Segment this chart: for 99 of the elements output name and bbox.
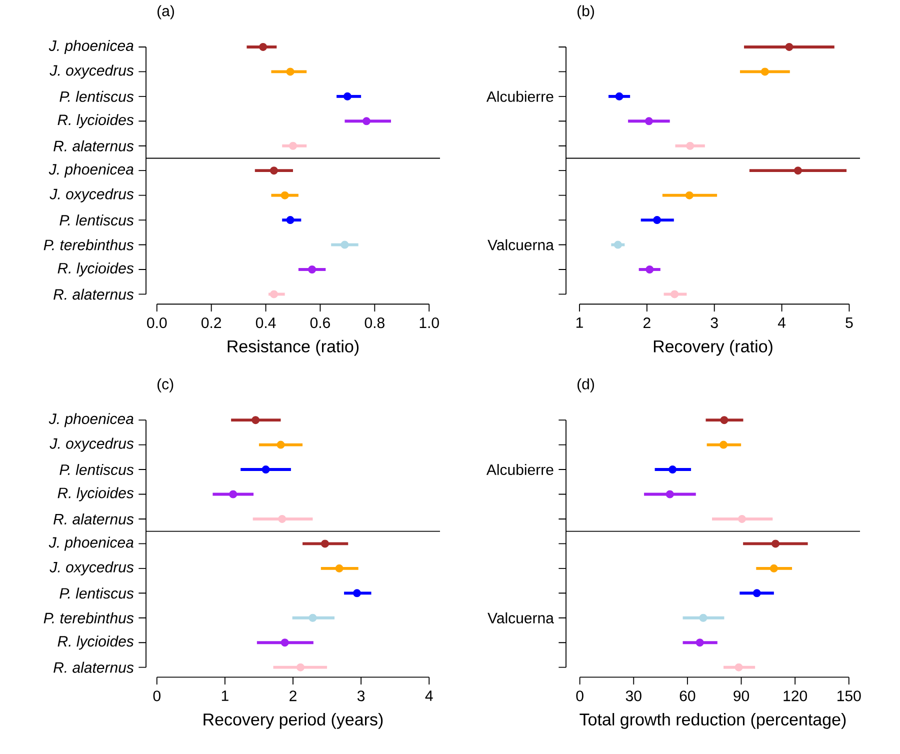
point	[615, 92, 624, 100]
point	[343, 92, 352, 100]
point	[772, 540, 780, 548]
x-tick-label: 1.0	[420, 317, 439, 328]
point	[720, 416, 728, 424]
point	[734, 663, 743, 672]
y-tick-label: J. oxycedrus	[50, 64, 134, 79]
x-tick-label: 2	[644, 317, 650, 328]
x-tick-label: 0	[576, 690, 584, 702]
y-tick-label: R. lycioides	[58, 636, 134, 650]
y-tick-label: Valcuerna	[488, 239, 554, 250]
point	[340, 240, 349, 249]
point	[280, 191, 289, 200]
point	[752, 589, 761, 598]
x-tick-label: 0.0	[147, 317, 167, 328]
chart-title: (a)	[158, 5, 174, 20]
point	[794, 166, 802, 175]
y-tick-label: R. lycioides	[58, 262, 134, 276]
x-tick-label: 0.6	[310, 317, 330, 328]
x-tick-label: 0.8	[364, 317, 384, 328]
point	[229, 490, 238, 498]
x-tick-label: 30	[626, 690, 642, 702]
point	[738, 514, 746, 523]
y-tick-label: R. lycioides	[58, 487, 134, 502]
y-tick-label: J. oxycedrus	[50, 438, 134, 452]
y-tick-label: P. lentiscus	[60, 90, 134, 102]
y-tick-label: P. terebinthus	[44, 612, 134, 624]
chart-title: (b)	[578, 5, 594, 20]
point	[289, 142, 298, 150]
y-tick-label: R. alaternus	[54, 513, 134, 524]
y-tick-label: J. phoenicea	[48, 40, 134, 54]
point	[276, 440, 285, 449]
point	[614, 240, 622, 249]
point	[286, 216, 294, 224]
y-tick-label: R. alaternus	[54, 288, 134, 300]
y-tick-label: J. phoenicea	[48, 164, 134, 178]
y-tick-label: R. alaternus	[54, 662, 134, 673]
point	[308, 265, 316, 274]
x-tick-label: 3	[357, 690, 365, 702]
x-axis-title: Resistance (ratio)	[228, 340, 359, 356]
x-tick-label: 2	[290, 690, 296, 702]
point	[320, 540, 329, 548]
x-tick-label: 0	[153, 690, 160, 702]
chart-title: (c)	[158, 378, 174, 392]
x-axis-title: Recovery period (years)	[204, 713, 383, 729]
point	[668, 466, 677, 474]
y-tick-label: Valcuerna	[488, 612, 554, 624]
y-tick-label: R. alaternus	[54, 140, 134, 152]
point	[666, 490, 674, 498]
x-axis-title: Total growth reduction (percentage)	[580, 713, 846, 729]
x-tick-label: 4	[778, 318, 786, 328]
x-tick-label: 5	[846, 318, 853, 328]
x-tick-label: 0.2	[201, 317, 222, 328]
x-tick-label: 4	[425, 690, 433, 701]
point	[770, 564, 778, 572]
point	[252, 416, 260, 424]
point	[308, 614, 317, 622]
y-tick-label: P. lentiscus	[60, 464, 134, 476]
point	[719, 440, 728, 449]
y-tick-label: Alcubierre	[486, 90, 554, 102]
y-tick-label: P. lentiscus	[60, 588, 134, 599]
point	[685, 191, 694, 200]
x-tick-label: 60	[680, 690, 696, 702]
point	[686, 142, 694, 150]
y-tick-label: J. oxycedrus	[50, 561, 134, 576]
x-tick-label: 150	[838, 690, 861, 702]
point	[335, 564, 344, 572]
point	[296, 663, 304, 672]
point	[362, 117, 371, 126]
point	[352, 589, 361, 598]
point	[653, 216, 662, 224]
point	[785, 42, 794, 51]
chart-title: (d)	[578, 378, 594, 392]
point	[262, 466, 270, 474]
x-tick-label: 1	[222, 690, 228, 701]
x-tick-label: 1	[576, 318, 583, 328]
point	[280, 638, 289, 647]
x-tick-label: 120	[784, 690, 807, 702]
point	[670, 290, 679, 298]
point	[760, 68, 769, 76]
point	[270, 166, 278, 175]
x-tick-label: 90	[734, 690, 750, 702]
y-tick-label: J. oxycedrus	[50, 188, 134, 202]
point	[699, 614, 708, 622]
point	[696, 638, 704, 647]
point	[644, 117, 653, 126]
point	[286, 68, 294, 76]
point	[259, 42, 268, 51]
x-tick-label: 3	[710, 317, 718, 328]
y-tick-label: J. phoenicea	[48, 536, 134, 551]
y-tick-label: P. lentiscus	[60, 214, 134, 226]
y-tick-label: P. terebinthus	[44, 239, 134, 250]
y-tick-label: J. phoenicea	[48, 413, 134, 428]
y-tick-label: Alcubierre	[486, 464, 554, 476]
point	[278, 514, 286, 523]
x-tick-label: 0.4	[256, 317, 276, 328]
point	[646, 265, 654, 274]
y-tick-label: R. lycioides	[58, 114, 134, 128]
x-axis-title: Recovery (ratio)	[654, 340, 772, 356]
